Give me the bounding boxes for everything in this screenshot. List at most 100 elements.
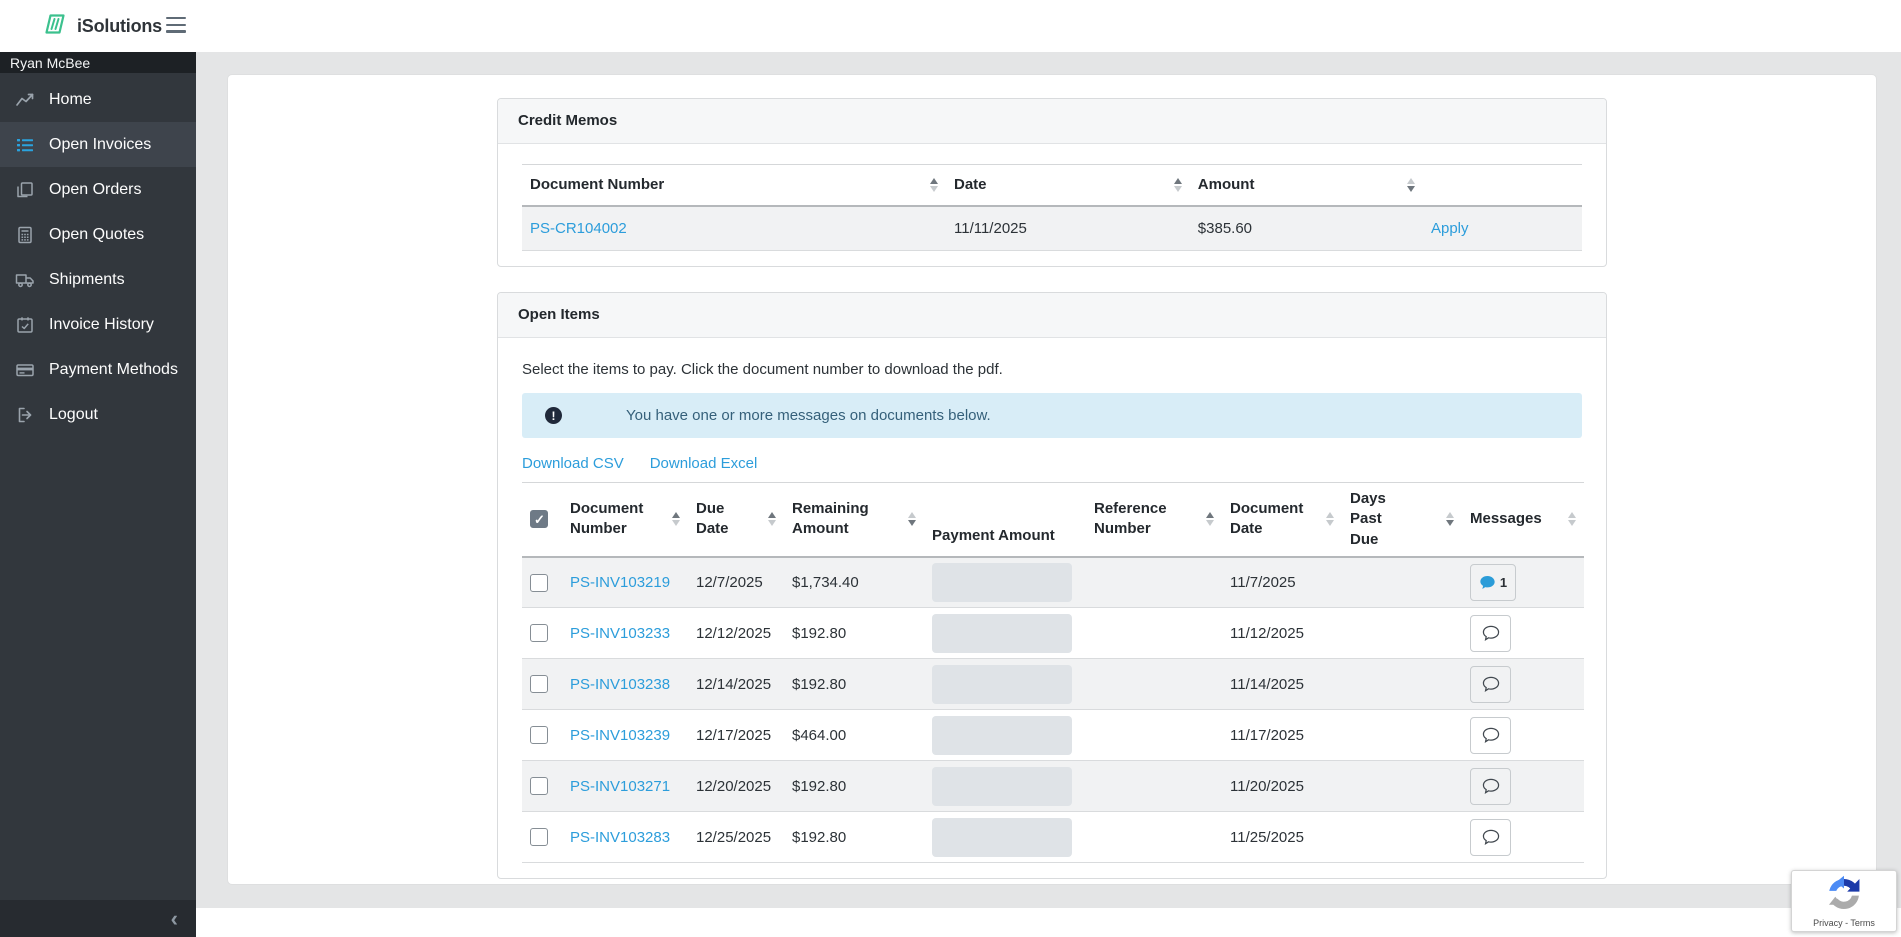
- sort-icon: [1446, 512, 1454, 526]
- truck-icon: [14, 269, 36, 291]
- sort-icon: [930, 178, 938, 192]
- column-header-messages[interactable]: Messages: [1462, 483, 1584, 557]
- recaptcha-badge[interactable]: Privacy - Terms: [1791, 870, 1897, 932]
- row-checkbox[interactable]: [530, 624, 548, 642]
- sidebar-item-payment-methods[interactable]: Payment Methods: [0, 347, 196, 392]
- remaining-amount-cell: $464.00: [784, 710, 924, 761]
- message-count: 1: [1500, 575, 1507, 590]
- row-checkbox[interactable]: [530, 675, 548, 693]
- due-date-cell: 12/12/2025: [688, 608, 784, 659]
- payment-amount-input[interactable]: [932, 767, 1072, 806]
- messages-button[interactable]: [1470, 819, 1511, 856]
- column-header-days-past-due[interactable]: Days Past Due: [1342, 483, 1462, 557]
- sidebar-item-logout[interactable]: Logout: [0, 392, 196, 437]
- days-past-due-cell: [1342, 812, 1462, 863]
- sidebar-item-label: Invoice History: [49, 316, 154, 334]
- column-header-document-date[interactable]: Document Date: [1222, 483, 1342, 557]
- sidebar-item-home[interactable]: Home: [0, 77, 196, 122]
- sidebar-item-invoice-history[interactable]: Invoice History: [0, 302, 196, 347]
- sidebar-item-label: Open Quotes: [49, 226, 144, 244]
- credit-memo-document-link[interactable]: PS-CR104002: [530, 220, 627, 237]
- user-name: Ryan McBee: [0, 52, 196, 73]
- column-header-amount[interactable]: Amount: [1190, 165, 1423, 206]
- reference-number-cell: [1086, 608, 1222, 659]
- download-excel-link[interactable]: Download Excel: [650, 455, 758, 472]
- reference-number-cell: [1086, 812, 1222, 863]
- credit-memos-table: Document Number Date Amount: [522, 164, 1582, 251]
- download-csv-link[interactable]: Download CSV: [522, 455, 624, 472]
- days-past-due-cell: [1342, 608, 1462, 659]
- document-number-link[interactable]: PS-INV103239: [570, 727, 670, 744]
- apply-link[interactable]: Apply: [1431, 220, 1469, 237]
- credit-memo-row: PS-CR104002 11/11/2025 $385.60 Apply: [522, 206, 1582, 251]
- calendar-check-icon: [14, 314, 36, 336]
- column-header-date[interactable]: Date: [946, 165, 1190, 206]
- column-header-reference-number[interactable]: Reference Number: [1086, 483, 1222, 557]
- sidebar-item-open-orders[interactable]: Open Orders: [0, 167, 196, 212]
- payment-amount-input[interactable]: [932, 818, 1072, 857]
- days-past-due-cell: [1342, 710, 1462, 761]
- row-checkbox[interactable]: [530, 828, 548, 846]
- table-row: PS-INV103283 12/25/2025 $192.80 11/25/20…: [522, 812, 1584, 863]
- sidebar-item-label: Open Orders: [49, 181, 141, 199]
- sidebar-item-open-invoices[interactable]: Open Invoices: [0, 122, 196, 167]
- document-number-link[interactable]: PS-INV103283: [570, 829, 670, 846]
- sidebar-item-shipments[interactable]: Shipments: [0, 257, 196, 302]
- sort-icon: [1174, 178, 1182, 192]
- message-bubble-icon: [1482, 727, 1500, 743]
- sidebar-item-label: Payment Methods: [49, 361, 178, 379]
- hamburger-menu-icon[interactable]: [166, 17, 188, 33]
- messages-button[interactable]: [1470, 768, 1511, 805]
- isolutions-logo-icon: [42, 11, 68, 42]
- select-all-checkbox[interactable]: [530, 510, 548, 528]
- info-icon: !: [545, 407, 562, 424]
- sort-icon: [1407, 178, 1415, 192]
- payment-amount-input[interactable]: [932, 665, 1072, 704]
- row-checkbox[interactable]: [530, 777, 548, 795]
- payment-amount-input[interactable]: [932, 614, 1072, 653]
- sidebar-collapse-icon[interactable]: ‹: [171, 900, 178, 937]
- sort-icon: [672, 512, 680, 526]
- document-number-link[interactable]: PS-INV103219: [570, 574, 670, 591]
- messages-button[interactable]: [1470, 615, 1511, 652]
- logout-icon: [14, 404, 36, 426]
- list-icon: [14, 134, 36, 156]
- top-header: iSolutions: [0, 0, 1901, 52]
- column-header-action: [1423, 165, 1582, 206]
- alert-text: You have one or more messages on documen…: [626, 407, 991, 424]
- table-row: PS-INV103219 12/7/2025 $1,734.40 11/7/20…: [522, 557, 1584, 608]
- messages-button[interactable]: [1470, 666, 1511, 703]
- reference-number-cell: [1086, 659, 1222, 710]
- messages-button[interactable]: [1470, 717, 1511, 754]
- remaining-amount-cell: $192.80: [784, 761, 924, 812]
- column-header-due-date[interactable]: Due Date: [688, 483, 784, 557]
- messages-button[interactable]: 1: [1470, 564, 1516, 601]
- document-number-link[interactable]: PS-INV103238: [570, 676, 670, 693]
- due-date-cell: 12/20/2025: [688, 761, 784, 812]
- document-number-link[interactable]: PS-INV103233: [570, 625, 670, 642]
- content-panel: Credit Memos Document Number Date: [227, 74, 1877, 885]
- reference-number-cell: [1086, 557, 1222, 608]
- chart-line-icon: [14, 89, 36, 111]
- sidebar-nav: Home Open Invoices Open Orders: [0, 73, 196, 437]
- payment-amount-input[interactable]: [932, 563, 1072, 602]
- payment-amount-input[interactable]: [932, 716, 1072, 755]
- brand[interactable]: iSolutions: [42, 0, 162, 52]
- column-header-document-number[interactable]: Document Number: [562, 483, 688, 557]
- sidebar-item-open-quotes[interactable]: Open Quotes: [0, 212, 196, 257]
- document-date-cell: 11/12/2025: [1222, 608, 1342, 659]
- document-date-cell: 11/14/2025: [1222, 659, 1342, 710]
- due-date-cell: 12/7/2025: [688, 557, 784, 608]
- row-checkbox[interactable]: [530, 726, 548, 744]
- document-number-link[interactable]: PS-INV103271: [570, 778, 670, 795]
- column-header-document-number[interactable]: Document Number: [522, 165, 946, 206]
- days-past-due-cell: [1342, 659, 1462, 710]
- table-row: PS-INV103271 12/20/2025 $192.80 11/20/20…: [522, 761, 1584, 812]
- remaining-amount-cell: $192.80: [784, 659, 924, 710]
- remaining-amount-cell: $1,734.40: [784, 557, 924, 608]
- recaptcha-privacy-terms[interactable]: Privacy - Terms: [1813, 918, 1875, 928]
- table-row: PS-INV103238 12/14/2025 $192.80 11/14/20…: [522, 659, 1584, 710]
- document-date-cell: 11/25/2025: [1222, 812, 1342, 863]
- row-checkbox[interactable]: [530, 574, 548, 592]
- column-header-remaining-amount[interactable]: Remaining Amount: [784, 483, 924, 557]
